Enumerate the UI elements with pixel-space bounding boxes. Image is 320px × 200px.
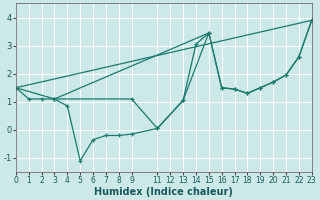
X-axis label: Humidex (Indice chaleur): Humidex (Indice chaleur): [94, 187, 233, 197]
